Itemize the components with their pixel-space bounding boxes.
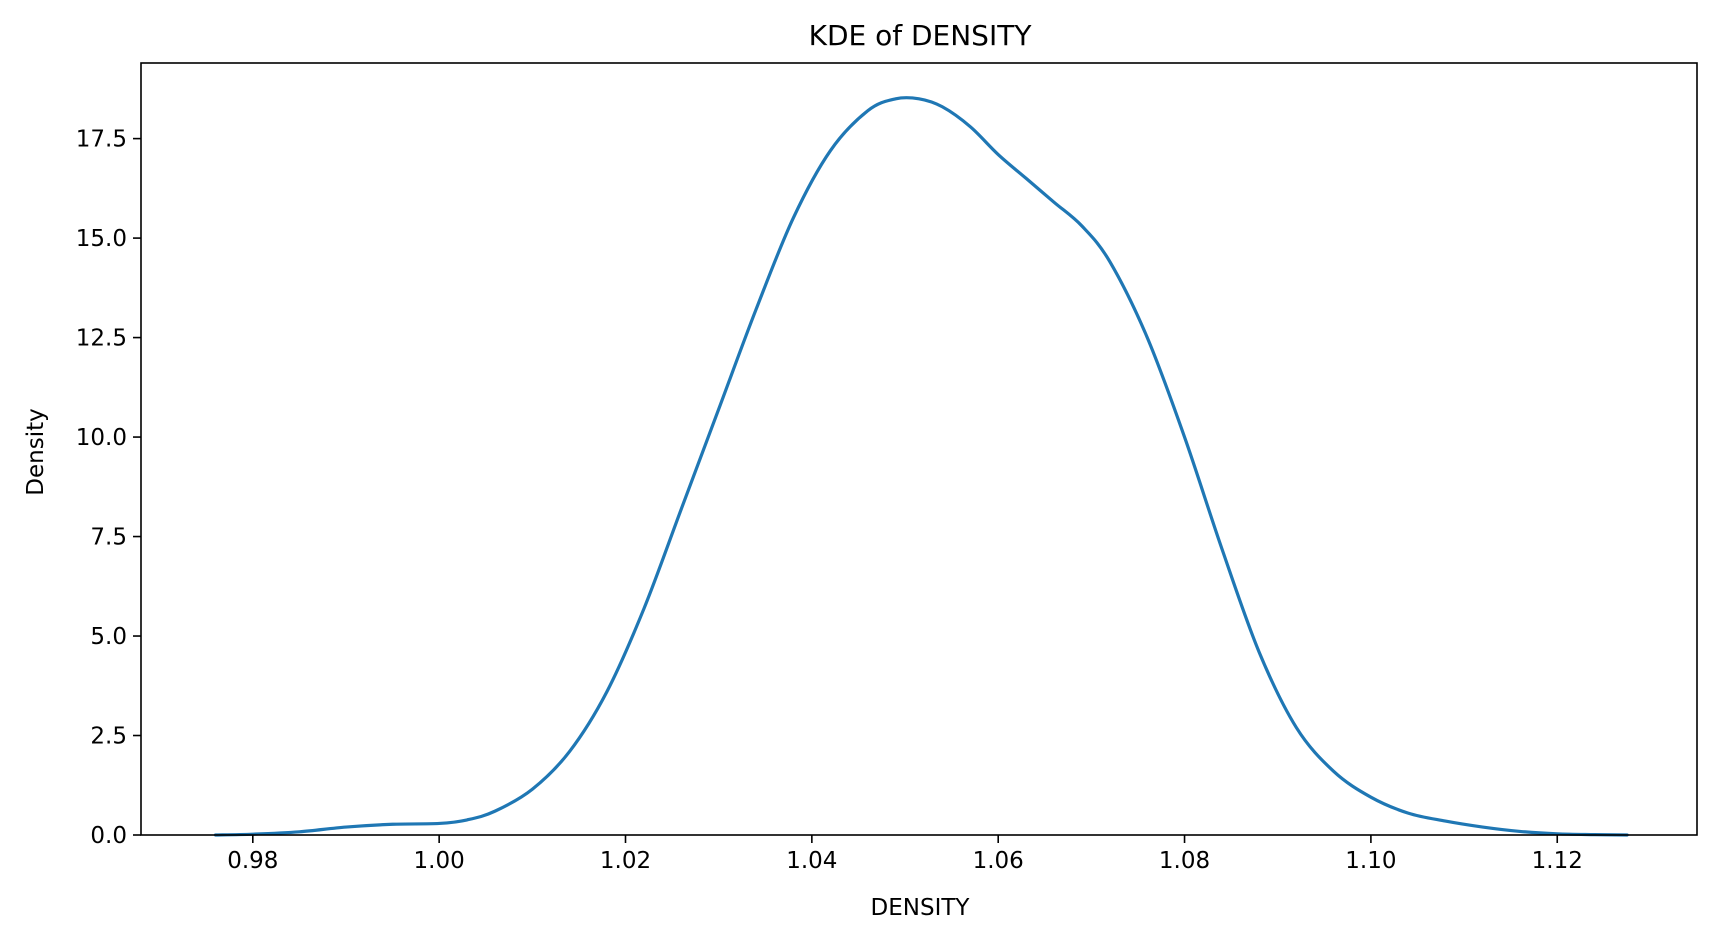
y-tick-label: 7.5 — [90, 525, 127, 551]
x-axis-label: DENSITY — [871, 895, 971, 921]
x-tick-label: 1.00 — [414, 848, 465, 874]
x-tick-label: 1.02 — [600, 848, 651, 874]
x-tick-label: 1.12 — [1532, 848, 1583, 874]
x-tick-label: 1.04 — [786, 848, 837, 874]
y-axis-label: Density — [23, 408, 49, 495]
chart-title: KDE of DENSITY — [809, 19, 1033, 52]
y-tick-label: 5.0 — [90, 624, 127, 650]
x-axis-ticks: 0.98 1.00 1.02 1.04 1.06 1.08 1.10 1.12 — [227, 835, 1583, 874]
axes-frame — [140, 62, 1698, 836]
y-tick-label: 10.0 — [76, 425, 127, 451]
y-tick-label: 2.5 — [90, 724, 127, 750]
plot-area — [140, 62, 1698, 837]
x-tick-label: 0.98 — [227, 848, 278, 874]
x-tick-label: 1.10 — [1345, 848, 1396, 874]
x-tick-label: 1.08 — [1159, 848, 1210, 874]
y-tick-label: 12.5 — [76, 326, 127, 352]
kde-curve — [213, 95, 1629, 837]
y-tick-label: 17.5 — [76, 127, 127, 153]
y-tick-label: 0.0 — [90, 823, 127, 849]
y-tick-label: 15.0 — [76, 226, 127, 252]
x-tick-label: 1.06 — [973, 848, 1024, 874]
y-axis-ticks: 0.0 2.5 5.0 7.5 10.0 12.5 15.0 17.5 — [76, 127, 141, 849]
